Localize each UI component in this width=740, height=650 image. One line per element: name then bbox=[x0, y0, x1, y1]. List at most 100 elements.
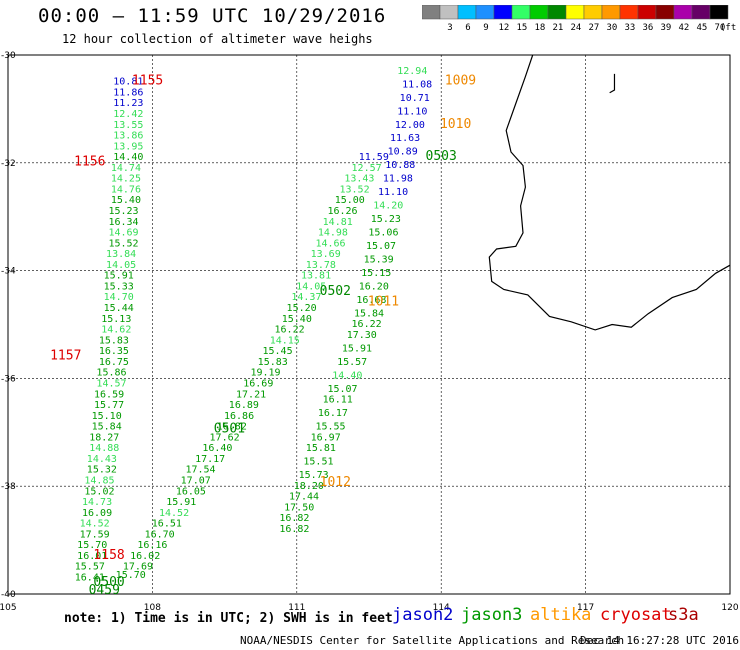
wave-height-label: 14.85 bbox=[84, 476, 114, 487]
wave-height-label: 11.59 bbox=[359, 152, 389, 163]
wave-height-label: 14.52 bbox=[159, 508, 189, 519]
wave-height-label: 15.13 bbox=[101, 314, 131, 325]
wave-height-label: 18.20 bbox=[294, 481, 324, 492]
wave-height-label: 14.15 bbox=[270, 335, 300, 346]
wave-height-label: 15.15 bbox=[361, 268, 391, 279]
wave-height-label: 16.51 bbox=[152, 519, 182, 530]
colorbar-tick-label: 12 bbox=[498, 23, 509, 33]
wave-height-label: 15.02 bbox=[84, 486, 114, 497]
wave-height-label: 16.17 bbox=[318, 408, 348, 419]
generated-timestamp: Dec 14 16:27:28 UTC 2016 bbox=[580, 634, 739, 647]
colorbar-tick-label: 21 bbox=[552, 23, 563, 33]
wave-height-label: 12.42 bbox=[113, 109, 143, 120]
wave-height-label: 16.82 bbox=[279, 524, 309, 535]
wave-height-label: 11.10 bbox=[397, 106, 427, 117]
wave-height-label: 16.82 bbox=[217, 422, 247, 433]
colorbar-tick-label: 36 bbox=[642, 23, 653, 33]
wave-height-label: 16.89 bbox=[229, 400, 259, 411]
wave-height-label: 16.97 bbox=[311, 432, 341, 443]
wave-height-label: 11.23 bbox=[113, 98, 143, 109]
wave-height-label: 15.91 bbox=[104, 271, 134, 282]
wave-height-label: 16.82 bbox=[279, 513, 309, 524]
wave-height-label: 14.05 bbox=[106, 260, 136, 271]
wave-height-label: 17.62 bbox=[210, 432, 240, 443]
wave-height-label: 14.98 bbox=[318, 228, 348, 239]
wave-height-label: 15.84 bbox=[92, 422, 122, 433]
wave-height-label: 11.86 bbox=[113, 87, 143, 98]
lon-tick-label: 120 bbox=[721, 603, 738, 613]
wave-height-label: 14.62 bbox=[101, 325, 131, 336]
wave-height-label: 14.40 bbox=[113, 152, 143, 163]
wave-height-label: 19.19 bbox=[250, 368, 280, 379]
wave-height-label: 15.83 bbox=[258, 357, 288, 368]
wave-height-label: 16.70 bbox=[145, 529, 175, 540]
wave-height-label: 15.70 bbox=[77, 540, 107, 551]
wave-height-label: 15.57 bbox=[75, 562, 105, 573]
colorbar-tick-label: 45 bbox=[696, 23, 707, 33]
wave-height-label: 13.69 bbox=[311, 249, 341, 260]
wave-height-label: 15.81 bbox=[306, 443, 336, 454]
wave-height-label: 16.09 bbox=[82, 508, 112, 519]
wave-height-label: 11.08 bbox=[402, 79, 432, 90]
colorbar-tick-label: 15 bbox=[516, 23, 527, 33]
lon-tick-label: 111 bbox=[288, 603, 305, 613]
island-outline bbox=[609, 73, 616, 94]
legend-jason3: jason3 bbox=[461, 605, 523, 625]
wave-height-label: 16.40 bbox=[202, 443, 232, 454]
wave-height-label: 16.26 bbox=[327, 206, 357, 217]
colorbar-tick-label: 24 bbox=[570, 23, 581, 33]
jason3-track-a: 16.5116.7016.1616.0217.6915.7015.9114.52… bbox=[116, 152, 389, 581]
wave-height-label: 12.94 bbox=[397, 66, 427, 77]
wave-height-label: 15.84 bbox=[354, 308, 384, 319]
wave-height-label: 15.91 bbox=[342, 343, 372, 354]
jason3-track-b: 16.8216.8217.5017.4418.2015.7315.5115.81… bbox=[279, 66, 432, 535]
wave-height-label: 13.52 bbox=[340, 184, 370, 195]
wave-height-label: 17.44 bbox=[289, 492, 319, 503]
lat-tick-label: -36 bbox=[1, 374, 16, 384]
wave-height-label: 13.84 bbox=[106, 249, 136, 260]
wave-height-label: 15.70 bbox=[116, 570, 146, 581]
colorbar-tick-label: 18 bbox=[534, 23, 545, 33]
wave-height-label: 15.40 bbox=[111, 195, 141, 206]
wave-height-label: 14.43 bbox=[87, 454, 117, 465]
wave-height-label: 14.52 bbox=[80, 519, 110, 530]
wave-height-label: 15.39 bbox=[364, 255, 394, 266]
wave-height-label: 17.50 bbox=[284, 502, 314, 513]
page-subtitle: 12 hour collection of altimeter wave hei… bbox=[62, 32, 373, 46]
wave-height-label: 11.10 bbox=[378, 187, 408, 198]
lon-tick-label: 105 bbox=[0, 603, 17, 613]
wave-height-label: 13.78 bbox=[306, 260, 336, 271]
wave-height-label: 15.32 bbox=[87, 465, 117, 476]
wave-height-label: 15.07 bbox=[327, 384, 357, 395]
wave-height-label: 15.07 bbox=[366, 241, 396, 252]
wave-height-label: 15.23 bbox=[371, 214, 401, 225]
wave-height-label: 17.21 bbox=[236, 389, 266, 400]
coastline bbox=[488, 54, 731, 331]
wave-height-label: 16.34 bbox=[108, 217, 138, 228]
wave-height-label: 17.69 bbox=[123, 562, 153, 573]
wave-height-label: 14.69 bbox=[108, 228, 138, 239]
lon-tick-label: 114 bbox=[433, 603, 450, 613]
wave-height-label: 13.43 bbox=[344, 174, 374, 185]
wave-height-label: 10.71 bbox=[400, 93, 430, 104]
colorbar-tick-label: 6 bbox=[465, 23, 470, 33]
wave-height-label: 13.81 bbox=[301, 271, 331, 282]
wave-height-label: 10.88 bbox=[385, 160, 415, 171]
colorbar-tick-label: 30 bbox=[606, 23, 617, 33]
wave-height-label: 12.00 bbox=[395, 120, 425, 131]
wave-height-label: 16.41 bbox=[75, 573, 105, 584]
wave-height-label: 15.10 bbox=[92, 411, 122, 422]
page-title: 00:00 – 11:59 UTC 10/29/2016 bbox=[38, 5, 387, 27]
wave-height-label: 17.59 bbox=[80, 529, 110, 540]
wave-height-label: 15.57 bbox=[337, 357, 367, 368]
track-time-label: 0502 bbox=[320, 284, 351, 299]
wave-height-label: 12.57 bbox=[352, 163, 382, 174]
wave-height-label: 17.17 bbox=[195, 454, 225, 465]
wave-height-label: 16.01 bbox=[77, 551, 107, 562]
wave-height-label: 14.66 bbox=[315, 238, 345, 249]
wave-height-label: 15.45 bbox=[262, 346, 292, 357]
legend-cryosat: cryosat bbox=[600, 605, 672, 625]
wave-height-label: 15.06 bbox=[368, 228, 398, 239]
wave-height-label: 10.89 bbox=[388, 147, 418, 158]
